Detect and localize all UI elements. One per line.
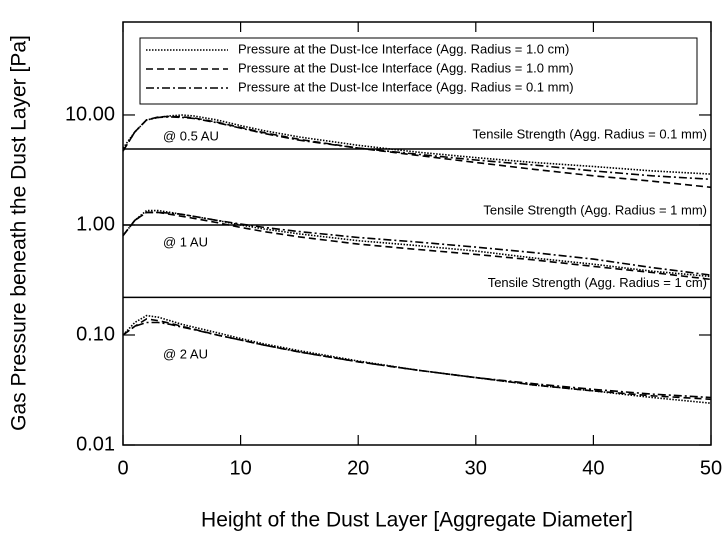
plot-frame (122, 21, 712, 446)
x-tick-label: 30 (465, 457, 487, 479)
pressure-line (122, 211, 712, 281)
tensile-label: Tensile Strength (Agg. Radius = 1 mm) (483, 202, 707, 217)
pressure-line (122, 211, 712, 276)
y-tick-label: 0.10 (76, 323, 115, 345)
y-tick-label: 1.00 (76, 213, 115, 235)
distance-label: @ 0.5 AU (163, 128, 219, 143)
y-axis-title: Gas Pressure beneath the Dust Layer [Pa] (8, 35, 31, 431)
pressure-line (122, 314, 712, 404)
distance-label: @ 1 AU (163, 234, 208, 249)
x-tick-label: 50 (700, 457, 722, 479)
legend-box (139, 37, 698, 105)
x-axis-title: Height of the Dust Layer [Aggregate Diam… (201, 509, 633, 532)
legend-label: Pressure at the Dust-Ice Interface (Agg.… (238, 60, 574, 75)
tensile-label: Tensile Strength (Agg. Radius = 1 cm) (488, 275, 707, 290)
pressure-line (122, 116, 712, 181)
x-tick-label: 0 (117, 457, 128, 479)
tensile-label: Tensile Strength (Agg. Radius = 0.1 mm) (473, 126, 707, 141)
legend-label: Pressure at the Dust-Ice Interface (Agg.… (238, 41, 569, 56)
x-tick-label: 40 (582, 457, 604, 479)
pressure-line (122, 321, 712, 399)
pressure-line (122, 209, 712, 278)
distance-label: @ 2 AU (163, 346, 208, 361)
y-tick-label: 0.01 (76, 433, 115, 455)
y-tick-label: 10.00 (65, 103, 115, 125)
pressure-line (122, 114, 712, 175)
x-tick-label: 10 (229, 457, 251, 479)
legend-label: Pressure at the Dust-Ice Interface (Agg.… (238, 79, 574, 94)
x-tick-label: 20 (347, 457, 369, 479)
